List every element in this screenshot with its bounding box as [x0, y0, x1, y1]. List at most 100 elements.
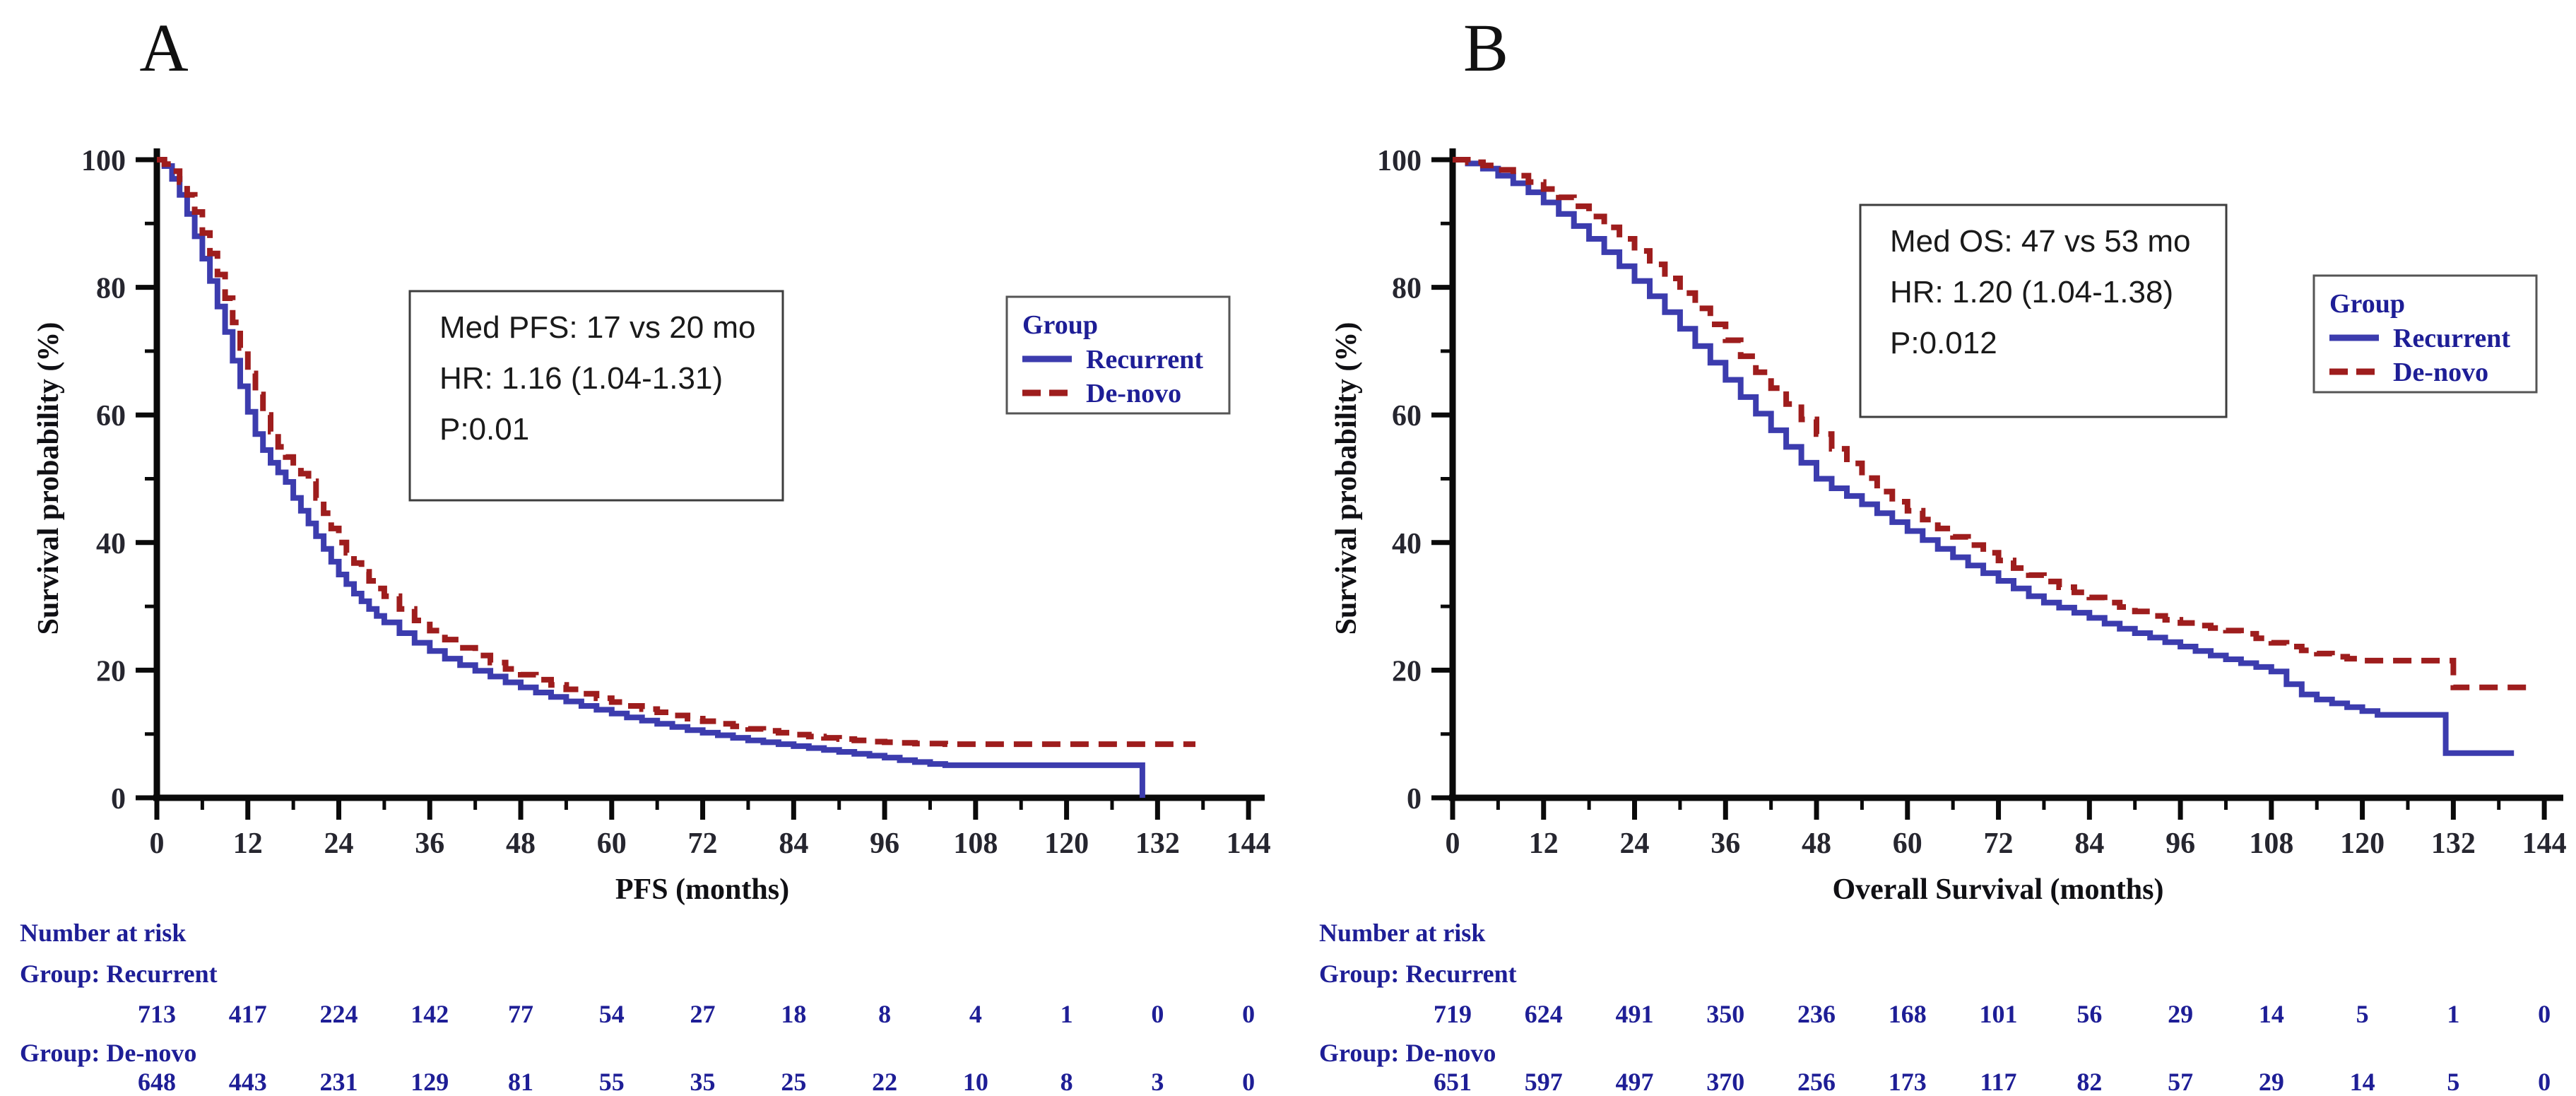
- x-tick-label: 72: [1984, 827, 2014, 860]
- y-axis-title-a: Survival probability (%): [33, 322, 65, 635]
- annotation-box-b: Med OS: 47 vs 53 mo HR: 1.20 (1.04-1.38)…: [1859, 204, 2228, 418]
- x-tick-label: 108: [2249, 827, 2293, 860]
- km-panel-b: B 0 12 24 36 48 60 72 84 96 108 120 132 144 0 20 40 60 80…: [1319, 10, 2567, 1096]
- x-tick-label: 120: [1044, 827, 1089, 860]
- risk-value: 142: [410, 1000, 449, 1028]
- plot-area-b: 0 12 24 36 48 60 72 84 96 108 120 132 144 0 20 40 60 80 10…: [1377, 145, 2567, 860]
- risk-value: 14: [2259, 1000, 2284, 1028]
- risk-value: 8: [878, 1000, 891, 1028]
- y-tick-label: 20: [1392, 655, 1422, 688]
- risk-value: 491: [1616, 1000, 1654, 1028]
- risk-table-a: Number at risk Group: Recurrent Group: D…: [20, 919, 1255, 1096]
- risk-header: Number at risk: [20, 919, 186, 947]
- risk-value: 22: [872, 1068, 897, 1096]
- x-tick-label: 48: [1802, 827, 1831, 860]
- risk-value: 417: [229, 1000, 267, 1028]
- x-tick-label: 72: [688, 827, 718, 860]
- risk-row-label: Group: De-novo: [20, 1039, 196, 1067]
- risk-value: 0: [2538, 1000, 2551, 1028]
- x-tick-label: 84: [779, 827, 808, 860]
- risk-value: 82: [2076, 1068, 2102, 1096]
- risk-value: 224: [320, 1000, 358, 1028]
- risk-header: Number at risk: [1319, 919, 1485, 947]
- x-tick-label: 132: [1135, 827, 1180, 860]
- risk-row-label: Group: De-novo: [1319, 1039, 1496, 1067]
- plot-area-a: 0 12 24 36 48 60 72 84 96 108 120 132 144 0 20 40 60 80 10…: [81, 145, 1271, 860]
- x-tick-label: 108: [953, 827, 998, 860]
- x-tick-label: 60: [597, 827, 627, 860]
- km-curve-recurrent: [1453, 157, 2515, 756]
- risk-row-label: Group: Recurrent: [1319, 960, 1517, 988]
- x-tick-label: 0: [1446, 827, 1460, 860]
- y-tick-label: 100: [1377, 145, 1422, 177]
- risk-value: 57: [2168, 1068, 2193, 1096]
- risk-value: 8: [1060, 1068, 1073, 1096]
- km-curve-de-novo: [1453, 157, 2529, 690]
- risk-value: 231: [320, 1068, 358, 1096]
- annotation-box-a: Med PFS: 17 vs 20 mo HR: 1.16 (1.04-1.31…: [408, 290, 784, 502]
- x-tick-label: 96: [2166, 827, 2195, 860]
- x-tick-label: 84: [2074, 827, 2104, 860]
- risk-value: 713: [138, 1000, 176, 1028]
- x-tick-label: 120: [2340, 827, 2385, 860]
- risk-value: 54: [599, 1000, 625, 1028]
- risk-value: 624: [1525, 1000, 1563, 1028]
- risk-value: 173: [1889, 1068, 1927, 1096]
- risk-value: 497: [1616, 1068, 1654, 1096]
- risk-value: 29: [2168, 1000, 2193, 1028]
- annotation-frame: [408, 290, 784, 502]
- risk-value: 168: [1889, 1000, 1927, 1028]
- risk-value: 5: [2356, 1000, 2369, 1028]
- x-tick-label: 60: [1893, 827, 1922, 860]
- legend-entry-recurrent: Recurrent: [1086, 345, 1203, 375]
- risk-table-b: Number at risk Group: Recurrent Group: D…: [1319, 919, 2551, 1096]
- risk-value: 129: [410, 1068, 449, 1096]
- legend-title: Group: [2329, 289, 2405, 319]
- legend-b: Group Recurrent De-novo: [2312, 274, 2538, 394]
- km-curve-recurrent: [157, 157, 1145, 798]
- legend-entry-denovo: De-novo: [2393, 358, 2488, 387]
- km-panel-a: A 0 12 24 36 48 60 72 84 96 108 120 132 144020406080…: [20, 10, 1271, 1096]
- y-tick-label: 20: [96, 655, 126, 688]
- risk-value: 648: [138, 1068, 176, 1096]
- risk-value: 1: [1060, 1000, 1073, 1028]
- risk-value: 256: [1797, 1068, 1836, 1096]
- x-tick-label: 12: [233, 827, 263, 860]
- annotation-frame: [1859, 204, 2228, 418]
- y-tick-label: 40: [1392, 528, 1422, 560]
- legend-entry-recurrent: Recurrent: [2393, 324, 2510, 353]
- risk-value: 443: [229, 1068, 267, 1096]
- risk-value: 370: [1706, 1068, 1744, 1096]
- x-axis-title-b: Overall Survival (months): [1833, 873, 2164, 906]
- risk-value: 10: [963, 1068, 988, 1096]
- x-tick-label: 0: [150, 827, 165, 860]
- risk-value: 0: [1242, 1000, 1255, 1028]
- risk-value: 14: [2350, 1068, 2375, 1096]
- x-tick-label: 132: [2431, 827, 2476, 860]
- x-tick-label: 36: [415, 827, 444, 860]
- risk-value: 0: [1151, 1000, 1164, 1028]
- legend-entry-denovo: De-novo: [1086, 379, 1181, 408]
- km-curve-de-novo: [157, 157, 1195, 748]
- risk-values-b: 719 624 491 350 236 168 101 56 29 14 5 1 0 651 597 497 3…: [1434, 1000, 2551, 1096]
- risk-value: 1: [2447, 1000, 2459, 1028]
- x-tick-label: 144: [2522, 827, 2567, 860]
- risk-value: 5: [2447, 1068, 2459, 1096]
- legend-title: Group: [1022, 310, 1098, 340]
- x-axis-title-a: PFS (months): [615, 873, 789, 906]
- risk-value: 597: [1525, 1068, 1563, 1096]
- annotation-text: Med PFS: 17 vs 20 mo HR: 1.16 (1.04-1.31…: [439, 310, 764, 447]
- x-tick-label: 12: [1529, 827, 1559, 860]
- panel-label-a: A: [139, 10, 188, 86]
- risk-value: 350: [1706, 1000, 1744, 1028]
- risk-value: 27: [690, 1000, 716, 1028]
- risk-value: 29: [2259, 1068, 2284, 1096]
- risk-value: 0: [2538, 1068, 2551, 1096]
- risk-value: 117: [1980, 1068, 2017, 1096]
- risk-value: 55: [599, 1068, 625, 1096]
- y-tick-label: 80: [1392, 273, 1422, 305]
- risk-value: 35: [690, 1068, 716, 1096]
- risk-value: 56: [2076, 1000, 2102, 1028]
- x-tick-label: 36: [1711, 827, 1740, 860]
